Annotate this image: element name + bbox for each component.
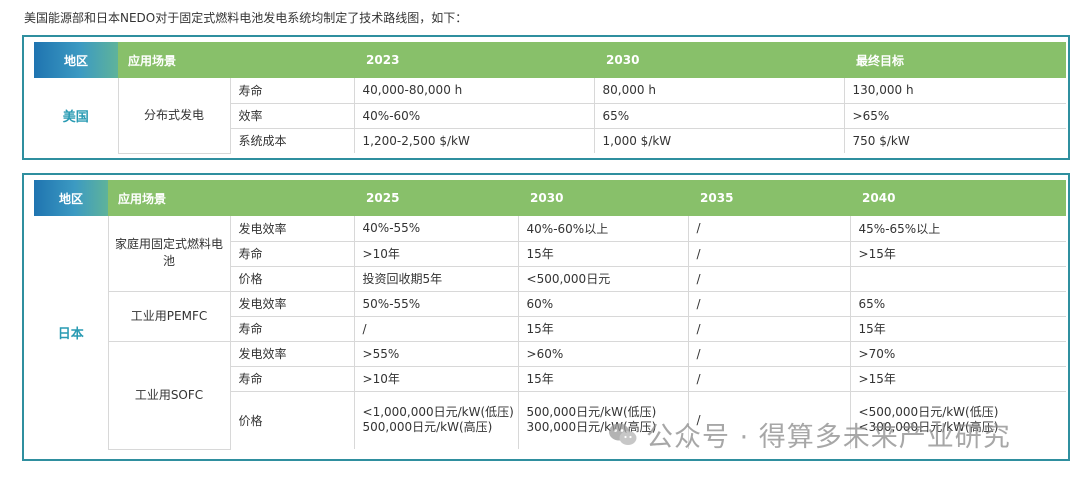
value-cell: <500,000日元/kW(低压) <300,000日元/kW(高压)	[849, 391, 1067, 449]
watermark-text: 公众号 · 得算多未来产业研究	[646, 422, 1011, 453]
value-cell: >55%	[353, 341, 519, 367]
table-row: 日本 家庭用固定式燃料电池 发电效率 40%-55% 40%-60%以上 / 4…	[34, 216, 1067, 342]
header-2023: 2023	[354, 42, 595, 78]
price-low-pressure: 500,000日元/kW(低压)	[526, 405, 657, 420]
value-cell: 40%-60%	[353, 103, 595, 129]
header-2030: 2030	[518, 180, 689, 216]
table-row: 寿命 >10年 15年 / >15年	[34, 241, 1067, 267]
scene-cell: 家庭用固定式燃料电池	[107, 216, 230, 292]
value-cell: 15年	[849, 316, 1067, 342]
header-scene: 应用场景	[108, 180, 355, 216]
value-cell: /	[687, 266, 851, 292]
price-low-pressure: <1,000,000日元/kW(低压)	[362, 405, 514, 420]
region-cell: 美国	[62, 110, 89, 125]
value-cell: >70%	[849, 341, 1067, 367]
header-final-target: 最终目标	[844, 42, 1067, 78]
value-cell: /	[687, 291, 851, 317]
metric-cell: 寿命	[229, 316, 355, 342]
value-cell: >10年	[353, 241, 519, 267]
table-row: 工业用PEMFC 发电效率 50%-55% 60% / 65%	[34, 291, 1067, 342]
value-cell: 45%-65%以上	[849, 216, 1067, 242]
price-low-pressure: <500,000日元/kW(低压)	[858, 405, 999, 420]
value-cell: 65%	[593, 103, 845, 129]
metric-cell: 发电效率	[229, 216, 355, 242]
us-roadmap-table: 地区 应用场景 2023 2030 最终目标 美国 分布式发电 寿命 40,00…	[34, 42, 1067, 154]
watermark: 公众号 · 得算多未来产业研究	[608, 415, 1011, 454]
scene-cell: 工业用PEMFC	[107, 291, 230, 342]
value-cell: 750 $/kW	[843, 128, 1067, 153]
metric-cell: 价格	[229, 266, 355, 292]
value-cell: /	[687, 341, 851, 367]
value-cell: /	[353, 316, 519, 342]
metric-cell: 寿命	[229, 241, 355, 267]
value-cell: 50%-55%	[353, 291, 519, 317]
value-cell	[849, 266, 1067, 292]
header-region: 地区	[34, 180, 108, 216]
value-cell: >10年	[353, 366, 519, 392]
price-high-pressure: <300,000日元/kW(高压)	[858, 420, 999, 435]
header-scene: 应用场景	[118, 42, 355, 78]
metric-cell: 寿命	[229, 78, 355, 104]
value-cell: 130,000 h	[843, 78, 1067, 104]
table-row: 价格 投资回收期5年 <500,000日元 /	[34, 266, 1067, 292]
value-cell: 65%	[849, 291, 1067, 317]
table-row: 寿命 / 15年 / 15年	[34, 316, 1067, 342]
value-cell: /	[687, 241, 851, 267]
metric-cell: 发电效率	[229, 291, 355, 317]
value-cell: /	[687, 366, 851, 392]
value-cell: 40,000-80,000 h	[353, 78, 595, 104]
scene-cell: 分布式发电	[117, 78, 230, 154]
scene-cell: 工业用SOFC	[107, 341, 230, 450]
table-row: 价格 <1,000,000日元/kW(低压) 500,000日元/kW(高压) …	[34, 391, 1067, 449]
header-2040: 2040	[850, 180, 1067, 216]
value-cell: /	[687, 391, 851, 449]
value-cell: <500,000日元	[517, 266, 689, 292]
header-region: 地区	[34, 42, 118, 78]
value-cell: /	[687, 316, 851, 342]
wechat-icon	[609, 423, 637, 445]
header-2025: 2025	[354, 180, 519, 216]
value-cell: <1,000,000日元/kW(低压) 500,000日元/kW(高压)	[353, 391, 519, 449]
table-row: 美国 分布式发电 寿命 40,000-80,000 h 80,000 h 130…	[34, 78, 1067, 154]
table-header-row: 地区 应用场景 2025 2030 2035 2040	[34, 180, 1067, 216]
value-cell: 15年	[517, 316, 689, 342]
value-cell: 15年	[517, 366, 689, 392]
price-placeholder: /	[696, 412, 701, 427]
value-cell: 80,000 h	[593, 78, 845, 104]
table-row: 效率 40%-60% 65% >65%	[34, 103, 1067, 129]
value-cell: 500,000日元/kW(低压) 300,000日元/kW(高压)	[517, 391, 689, 449]
header-2030: 2030	[594, 42, 845, 78]
value-cell: 投资回收期5年	[353, 266, 519, 292]
metric-cell: 系统成本	[229, 128, 355, 153]
metric-cell: 寿命	[229, 366, 355, 392]
value-cell: >60%	[517, 341, 689, 367]
metric-cell: 发电效率	[229, 341, 355, 367]
metric-cell: 效率	[229, 103, 355, 129]
value-cell: 60%	[517, 291, 689, 317]
japan-roadmap-table: 地区 应用场景 2025 2030 2035 2040 日本 家庭用固定式燃料电…	[34, 180, 1067, 450]
value-cell: /	[687, 216, 851, 242]
price-high-pressure: 500,000日元/kW(高压)	[362, 420, 493, 435]
japan-roadmap-panel: 地区 应用场景 2025 2030 2035 2040 日本 家庭用固定式燃料电…	[22, 173, 1070, 461]
header-2035: 2035	[688, 180, 851, 216]
value-cell: >15年	[849, 241, 1067, 267]
table-header-row: 地区 应用场景 2023 2030 最终目标	[34, 42, 1067, 78]
value-cell: 1,200-2,500 $/kW	[353, 128, 595, 153]
value-cell: >15年	[849, 366, 1067, 392]
value-cell: 40%-60%以上	[517, 216, 689, 242]
region-cell: 日本	[57, 327, 84, 342]
value-cell: 15年	[517, 241, 689, 267]
value-cell: 40%-55%	[353, 216, 519, 242]
table-row: 工业用SOFC 发电效率 >55% >60% / >70%	[34, 341, 1067, 450]
table-row: 系统成本 1,200-2,500 $/kW 1,000 $/kW 750 $/k…	[34, 128, 1067, 153]
us-roadmap-panel: 地区 应用场景 2023 2030 最终目标 美国 分布式发电 寿命 40,00…	[22, 35, 1070, 160]
intro-text: 美国能源部和日本NEDO对于固定式燃料电池发电系统均制定了技术路线图，如下：	[24, 11, 468, 25]
table-row: 寿命 >10年 15年 / >15年	[34, 366, 1067, 392]
metric-cell: 价格	[229, 391, 355, 449]
value-cell: >65%	[843, 103, 1067, 129]
value-cell: 1,000 $/kW	[593, 128, 845, 153]
